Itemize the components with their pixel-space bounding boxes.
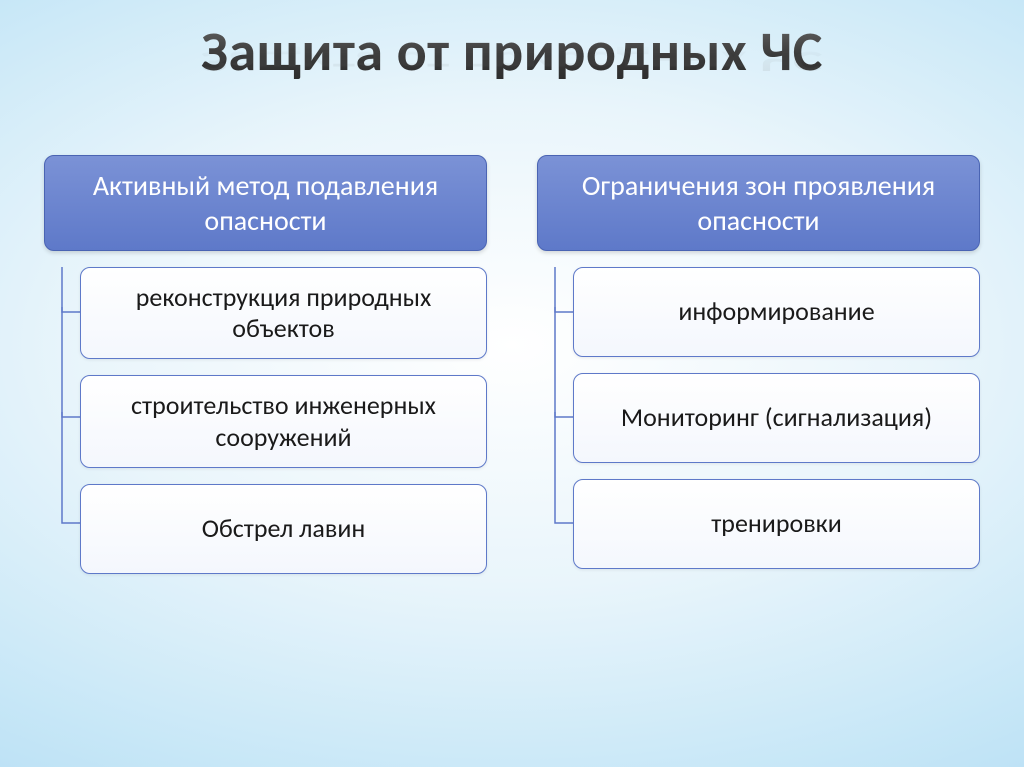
connector-lines <box>537 267 577 607</box>
child-item: Мониторинг (сигнализация) <box>573 373 980 463</box>
column-header: Ограничения зон проявления опасности <box>537 155 980 251</box>
page-title: Защита от природных ЧС <box>0 18 1024 86</box>
child-item: строительство инженерных сооружений <box>80 375 487 467</box>
column-right: Ограничения зон проявления опасности инф… <box>537 155 980 590</box>
child-item: Обстрел лавин <box>80 484 487 574</box>
column-left: Активный метод подавления опасности реко… <box>44 155 487 590</box>
child-item: информирование <box>573 267 980 357</box>
column-header: Активный метод подавления опасности <box>44 155 487 251</box>
child-item: тренировки <box>573 479 980 569</box>
child-area: реконструкция природных объектов строите… <box>44 267 487 574</box>
child-item: реконструкция природных объектов <box>80 267 487 359</box>
child-area: информирование Мониторинг (сигнализация)… <box>537 267 980 569</box>
diagram-columns: Активный метод подавления опасности реко… <box>44 155 980 590</box>
connector-lines <box>44 267 84 607</box>
